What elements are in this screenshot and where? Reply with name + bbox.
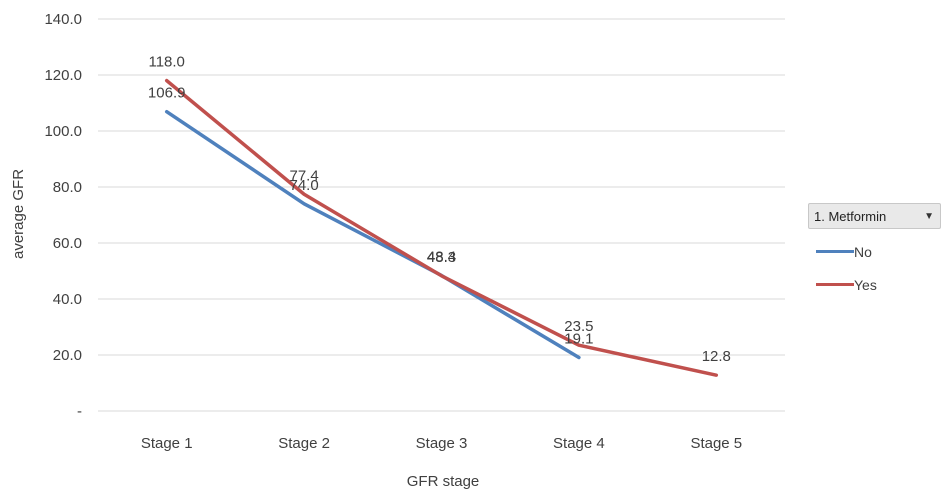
data-label-no: 48.4 [427,248,456,265]
x-axis-ticks: Stage 1 Stage 2 Stage 3 Stage 4 Stage 5 [141,435,742,452]
y-tick-label: 80.0 [53,179,82,196]
legend-item-no: No [808,241,941,262]
y-tick-label: 120.0 [44,67,82,84]
y-tick-label: 40.0 [53,291,82,308]
x-tick-label: Stage 2 [278,435,330,452]
data-label-yes: 12.8 [702,348,731,365]
legend-swatch-yes [816,283,854,286]
y-axis-ticks: - 20.0 40.0 60.0 80.0 100.0 120.0 140.0 [44,11,82,420]
legend: 1. Metformin ▼ No Yes [808,203,941,295]
x-tick-label: Stage 3 [416,435,468,452]
legend-label-no: No [854,243,872,260]
data-label-yes: 77.4 [289,167,318,184]
gridlines [98,18,785,412]
x-axis-title: GFR stage [407,473,480,490]
x-tick-label: Stage 5 [690,435,742,452]
y-tick-label: 20.0 [53,347,82,364]
data-label-yes: 23.5 [564,318,593,335]
x-tick-label: Stage 4 [553,435,605,452]
y-tick-label: - [77,403,82,420]
series-lines [164,78,719,377]
data-labels: 106.9 74.0 48.4 19.1 118.0 77.4 48.3 23.5 12.8 [148,54,731,366]
data-label-no: 106.9 [148,85,186,102]
y-tick-label: 60.0 [53,235,82,252]
metformin-filter-dropdown[interactable]: 1. Metformin ▼ [808,203,941,229]
legend-swatch-no [816,250,854,253]
filter-label: 1. Metformin [814,208,887,224]
data-label-yes: 118.0 [148,54,184,71]
series-line-yes [164,78,719,377]
data-label-no: 19.1 [564,331,593,348]
legend-label-yes: Yes [854,276,877,293]
y-axis-title: average GFR [10,169,27,259]
data-label-no: 74.0 [289,177,318,194]
y-tick-label: 100.0 [44,123,82,140]
y-tick-label: 140.0 [44,11,82,28]
series-line-no [164,109,581,360]
dropdown-arrow-icon: ▼ [924,210,934,222]
x-tick-label: Stage 1 [141,435,193,452]
legend-item-yes: Yes [808,274,941,295]
data-label-yes: 48.3 [427,249,456,266]
